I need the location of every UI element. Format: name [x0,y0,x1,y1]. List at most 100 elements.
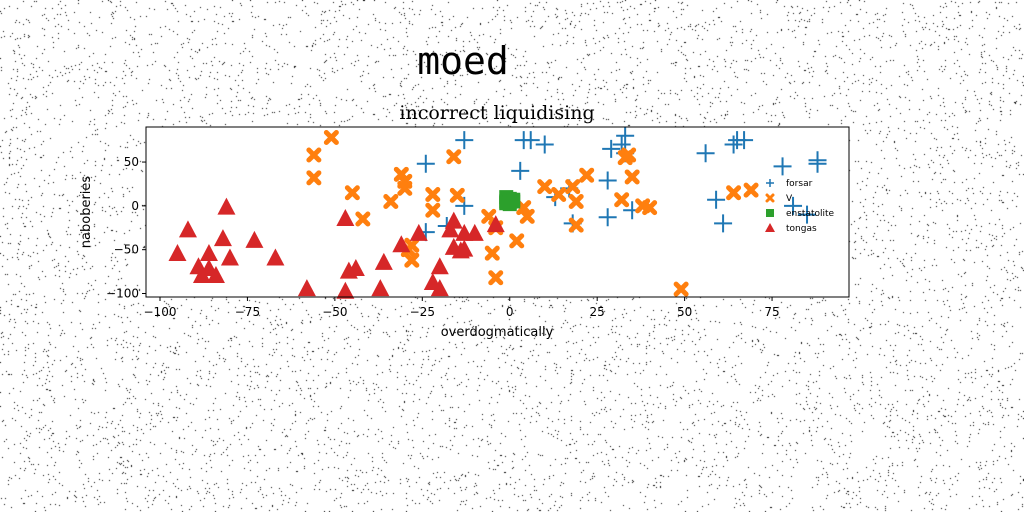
point-x [425,202,441,218]
point-x [743,182,759,198]
point-plus [511,161,530,180]
point-triangle [430,279,449,297]
point-x [488,270,504,286]
point-triangle [245,230,264,248]
point-x [568,217,584,233]
x-tick-label: 75 [764,305,779,319]
point-x [323,130,339,146]
series-tongas [168,197,505,299]
point-plus [714,214,733,233]
point-triangle [199,244,218,262]
y-axis-label: naboberies [79,176,94,249]
legend-item: enstatolite [766,209,835,219]
point-x [537,179,553,195]
point-plus [602,139,621,158]
y-tick-label: 0 [131,199,139,213]
legend-item: forsar [766,179,813,189]
legend-label: tongas [786,224,817,234]
point-triangle [430,257,449,275]
x-tick-label: 0 [506,305,514,319]
point-plus [521,131,540,150]
point-x [642,200,658,216]
point-triangle [266,248,285,266]
point-plus [735,131,754,150]
point-triangle [455,239,474,257]
point-x [481,208,497,224]
point-triangle [213,229,232,247]
series-enstatolite [499,190,521,212]
point-triangle [346,258,365,276]
point-triangle [336,209,355,227]
point-x [306,147,322,163]
point-x [355,211,371,227]
x-tick-label: −75 [235,305,260,319]
point-plus [773,157,792,176]
point-x [383,193,399,209]
legend-marker-plus [766,179,774,187]
x-axis-label: overdogmatically [441,325,554,340]
x-tick-label: 25 [590,305,605,319]
legend-marker-triangle [765,223,775,232]
point-square [502,195,517,210]
point-plus [598,171,617,190]
point-plus [416,154,435,173]
point-triangle [220,248,239,266]
point-triangle [371,279,390,297]
legend-label: enstatolite [786,209,835,219]
point-triangle [444,211,463,229]
y-tick-label: −100 [106,286,139,300]
x-tick-label: 50 [677,305,692,319]
point-plus [616,126,635,145]
point-triangle [409,223,428,241]
chart-title: incorrect liquidising [399,102,594,124]
legend-label: V [786,194,793,204]
plot-area: −100 −75 −50 −25 0 25 50 75 −100 −50 0 50 forsar Vens… [106,126,850,319]
point-x [565,179,581,195]
point-triangle [168,244,187,262]
point-plus [784,196,803,215]
point-x [568,193,584,209]
point-plus [798,205,817,224]
point-triangle [374,252,393,270]
point-x [404,252,420,268]
point-x [425,186,441,202]
point-x [446,149,462,165]
point-plus [707,190,726,209]
legend-marker-square [766,209,774,217]
y-tick-label: −50 [114,243,139,257]
legend-label: forsar [786,179,813,189]
point-plus [598,208,617,227]
point-triangle [217,197,236,215]
point-x [624,169,640,185]
point-x [484,245,500,261]
point-x [551,186,567,202]
plot-frame [145,126,850,298]
legend-marker-x [765,193,775,203]
point-x [621,147,637,163]
legend-item: tongas [765,223,817,234]
plot-background [146,127,849,297]
figure-suptitle: moed [417,39,509,83]
point-triangle [336,281,355,299]
point-x [509,233,525,249]
point-triangle [297,279,316,297]
point-x [614,192,630,208]
point-plus [455,131,474,150]
point-x [519,208,535,224]
x-tick-label: −50 [322,305,347,319]
point-triangle [441,220,460,238]
point-triangle [392,235,411,253]
point-x [726,185,742,201]
x-tick-label: −100 [144,305,177,319]
series-v [306,130,759,297]
point-triangle [206,265,225,283]
point-x [344,185,360,201]
y-tick-label: 50 [124,155,139,169]
point-plus [535,135,554,154]
point-plus [696,144,715,163]
point-x [449,187,465,203]
point-x [397,180,413,196]
point-x [306,170,322,186]
